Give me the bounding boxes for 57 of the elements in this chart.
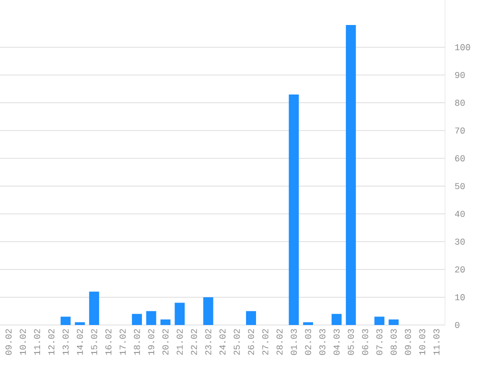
x-tick-label: 09.03 [404,329,411,355]
x-tick-label: 14.02 [76,329,83,355]
y-tick-label: 80 [455,100,465,106]
bar [132,314,142,325]
bar [388,319,399,325]
x-tick-label: 10.02 [20,329,26,355]
x-tick-label: 20.02 [162,329,168,355]
x-tick-label: 10.03 [419,329,426,355]
x-tick-label: 17.02 [120,329,126,355]
x-tick-label: 11.03 [433,329,440,355]
x-tick-label: 09.02 [6,329,12,355]
bar [303,322,314,325]
x-tick-label: 28.02 [276,329,283,355]
y-tick-label: 30 [455,238,465,245]
y-tick-label: 60 [455,155,465,162]
x-tick-label: 25.02 [234,329,240,355]
x-tick-label: 06.03 [362,329,368,355]
x-tick-label: 21.02 [176,329,183,355]
y-tick-label: 100 [455,44,470,50]
y-tick-label: 70 [455,128,465,134]
y-tick-label: 90 [455,72,465,78]
x-tick-label: 18.02 [134,329,140,355]
x-tick-label: 08.03 [390,329,397,355]
x-tick-label: 27.02 [262,329,268,355]
bar [288,94,299,325]
x-tick-label: 24.02 [219,329,226,355]
x-tick-label: 12.02 [48,329,54,355]
x-tick-label: 15.02 [91,329,98,355]
x-tick-label: 13.02 [62,329,69,355]
bar [74,322,85,325]
x-tick-label: 23.02 [205,329,212,355]
bar [332,314,342,325]
y-tick-label: 0 [455,322,460,328]
x-tick-label: 05.03 [348,329,354,355]
x-tick-label: 07.03 [376,329,382,355]
bar [374,316,384,325]
bar [60,316,71,325]
bar [89,292,100,325]
y-tick-label: 50 [455,183,465,190]
x-tick-label: 19.02 [148,329,154,355]
x-tick-label: 22.02 [190,329,198,355]
x-tick-label: 26.02 [248,329,254,355]
x-tick-label: 04.03 [334,329,340,355]
bar [174,302,185,325]
x-tick-label: 02.03 [305,329,312,355]
y-tick-label: 40 [454,210,465,217]
bar [203,297,214,325]
x-tick-label: 16.02 [105,329,112,355]
y-tick-label: 10 [455,294,465,300]
bar [146,311,156,325]
bar [160,319,170,325]
y-tick-label: 20 [455,266,465,272]
x-tick-label: 03.03 [319,329,326,355]
bar [346,24,356,325]
x-tick-label: 11.02 [34,329,40,355]
bar [246,311,256,325]
x-tick-label: 01.03 [290,329,297,355]
